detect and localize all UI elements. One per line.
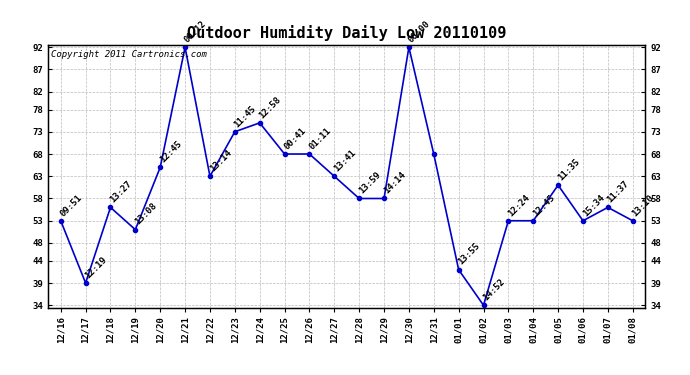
Text: 12:58: 12:58 [257, 95, 283, 120]
Text: 12:45: 12:45 [531, 193, 556, 218]
Text: 13:08: 13:08 [133, 201, 159, 227]
Text: 12:24: 12:24 [506, 193, 531, 218]
Text: 11:35: 11:35 [556, 157, 581, 182]
Text: 13:14: 13:14 [208, 148, 233, 174]
Text: 00:41: 00:41 [282, 126, 308, 151]
Text: Copyright 2011 Cartronics.com: Copyright 2011 Cartronics.com [51, 50, 207, 59]
Title: Outdoor Humidity Daily Low 20110109: Outdoor Humidity Daily Low 20110109 [187, 25, 506, 41]
Text: 12:45: 12:45 [158, 139, 184, 165]
Text: 14:14: 14:14 [382, 170, 407, 196]
Text: 00:12: 00:12 [183, 19, 208, 45]
Text: 01:11: 01:11 [307, 126, 333, 151]
Text: 14:52: 14:52 [482, 277, 506, 303]
Text: 11:37: 11:37 [606, 179, 631, 205]
Text: 13:59: 13:59 [357, 170, 382, 196]
Text: 12:19: 12:19 [83, 255, 109, 280]
Text: 00:00: 00:00 [406, 19, 432, 45]
Text: 13:55: 13:55 [457, 242, 482, 267]
Text: 11:45: 11:45 [233, 104, 258, 129]
Text: 13:27: 13:27 [108, 179, 134, 205]
Text: 13:41: 13:41 [332, 148, 357, 174]
Text: 13:10: 13:10 [631, 193, 656, 218]
Text: 09:51: 09:51 [59, 193, 84, 218]
Text: 15:34: 15:34 [581, 193, 606, 218]
